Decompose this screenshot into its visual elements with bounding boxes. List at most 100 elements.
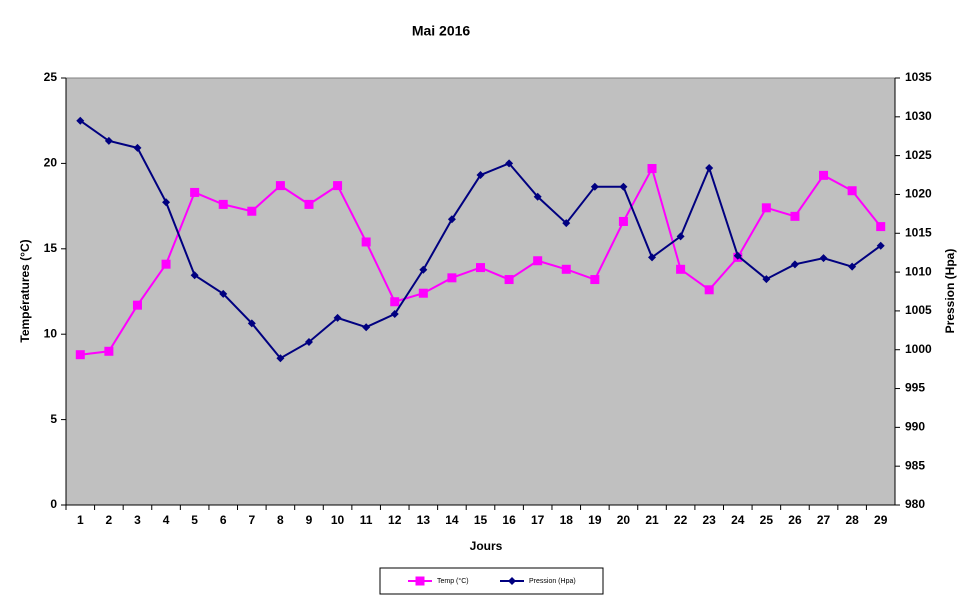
point (847, 186, 857, 196)
x-tick-label: 18 (560, 513, 574, 527)
y-tick-label: 15 (44, 241, 58, 255)
x-tick-label: 29 (874, 513, 888, 527)
point (362, 323, 371, 332)
point (705, 164, 714, 173)
point (447, 273, 457, 283)
y-tick-label: 25 (44, 70, 58, 84)
point (647, 164, 657, 174)
x-axis-title: Jours (470, 539, 503, 553)
point (819, 170, 829, 180)
point (247, 319, 256, 328)
point (275, 181, 285, 191)
y2-tick-label: 1005 (905, 303, 932, 317)
y2-tick-label: 980 (905, 497, 925, 511)
legend-marker (508, 577, 516, 585)
y2-tick-label: 1035 (905, 70, 932, 84)
point (304, 337, 313, 346)
x-tick-label: 26 (788, 513, 802, 527)
y-tick-label: 20 (44, 156, 58, 170)
point (876, 241, 885, 250)
point (618, 216, 628, 226)
point (219, 289, 228, 298)
y2-tick-label: 1000 (905, 342, 932, 356)
x-tick-label: 21 (645, 513, 659, 527)
point (504, 275, 514, 285)
point (276, 354, 285, 363)
x-tick-label: 27 (817, 513, 831, 527)
point (132, 300, 142, 310)
chart-title: Mai 2016 (412, 23, 471, 39)
point (676, 232, 685, 241)
point (533, 192, 542, 201)
point (133, 143, 142, 152)
x-tick-label: 16 (502, 513, 516, 527)
x-tick-label: 25 (760, 513, 774, 527)
point (876, 222, 886, 232)
point (361, 237, 371, 247)
x-tick-label: 3 (134, 513, 141, 527)
x-tick-label: 23 (703, 513, 717, 527)
y2-tick-label: 1010 (905, 264, 932, 278)
point (590, 275, 600, 285)
point (619, 182, 628, 191)
y2-tick-label: 1015 (905, 225, 932, 239)
point (819, 254, 828, 263)
legend-marker (415, 576, 425, 586)
y2-tick-label: 1020 (905, 187, 932, 201)
point (218, 199, 228, 209)
point (333, 181, 343, 191)
plot-area (65, 77, 896, 506)
x-tick-label: 19 (588, 513, 602, 527)
y-axis-title: Températures (°C) (18, 239, 32, 342)
point (419, 265, 428, 274)
point (761, 203, 771, 213)
point (590, 182, 599, 191)
x-tick-label: 17 (531, 513, 545, 527)
point (533, 256, 543, 266)
point (161, 259, 171, 269)
legend-label: Temp (°C) (437, 577, 469, 585)
legend-label: Pression (Hpa) (529, 578, 576, 585)
point (190, 271, 199, 280)
point (247, 206, 257, 216)
point (333, 313, 342, 322)
point (76, 116, 85, 125)
x-tick-label: 6 (220, 513, 227, 527)
point (848, 262, 857, 271)
x-tick-label: 10 (331, 513, 345, 527)
y-tick-label: 5 (50, 412, 57, 426)
y-tick-label: 10 (44, 326, 58, 340)
x-tick-label: 5 (191, 513, 198, 527)
y2-axis-title: Pression (Hpa) (943, 249, 957, 334)
point (648, 253, 657, 262)
point (104, 346, 114, 356)
x-tick-label: 11 (360, 513, 373, 527)
x-tick-label: 22 (674, 513, 688, 527)
x-tick-label: 28 (845, 513, 859, 527)
point (418, 288, 428, 298)
point (162, 198, 171, 207)
x-tick-label: 24 (731, 513, 745, 527)
point (476, 171, 485, 180)
point (390, 310, 399, 319)
x-tick-label: 20 (617, 513, 631, 527)
point (75, 350, 85, 360)
y-tick-label: 0 (50, 497, 57, 511)
point (390, 297, 400, 307)
point (304, 199, 314, 209)
point (561, 264, 571, 274)
point (762, 275, 771, 284)
point (562, 219, 571, 228)
x-tick-label: 4 (163, 513, 170, 527)
y2-tick-label: 990 (905, 420, 925, 434)
point (790, 211, 800, 221)
point (733, 251, 742, 260)
point (476, 263, 485, 273)
point (790, 260, 799, 269)
x-tick-label: 13 (417, 513, 431, 527)
point (505, 159, 514, 168)
point (104, 136, 113, 145)
y2-tick-label: 1025 (905, 148, 932, 162)
x-tick-label: 8 (277, 513, 284, 527)
point (190, 187, 200, 197)
